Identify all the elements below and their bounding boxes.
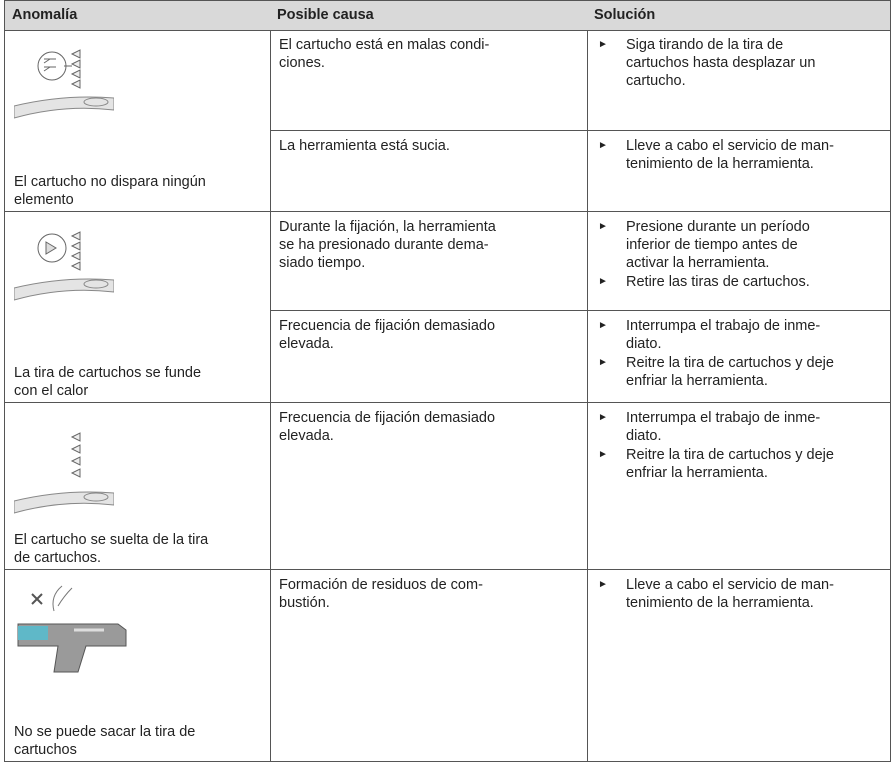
- solution-item: ► Interrumpa el trabajo de inme-diato.: [596, 409, 881, 445]
- text-line: Presione durante un período: [626, 219, 810, 235]
- solution-item: ► Lleve a cabo el servicio de man-tenimie…: [596, 576, 881, 612]
- solution-item: ► Retire las tiras de cartuchos.: [596, 273, 881, 291]
- solution-cell: ► Lleve a cabo el servicio de man-tenimie…: [587, 570, 891, 762]
- cause-cell: Formación de residuos de com-bustión.: [270, 570, 588, 762]
- solution-cell: ► Interrumpa el trabajo de inme-diato. ► Re…: [587, 311, 891, 403]
- solution-item: ► Reitre la tira de cartuchos y deje enfri…: [596, 354, 881, 390]
- text-line: Retire las tiras de cartuchos.: [626, 274, 810, 290]
- solution-item: ► Presione durante un período inferior de …: [596, 218, 881, 272]
- illustration-box: [14, 576, 261, 696]
- anomaly-cell: La tira de cartuchos se funde con el calo…: [4, 212, 271, 403]
- solution-item: ► Lleve a cabo el servicio de man-tenimie…: [596, 137, 881, 173]
- header-cell: Posible causa: [270, 0, 588, 31]
- text-line: tenimiento de la herramienta.: [626, 595, 814, 611]
- text-line: siado tiempo.: [279, 255, 366, 271]
- illustration: [14, 432, 114, 514]
- text-line: diato.: [626, 336, 662, 352]
- anomaly-cell: El cartucho se suelta de la tira de cartu…: [4, 403, 271, 570]
- text-line: bustión.: [279, 595, 330, 611]
- bullet: ►: [598, 412, 608, 423]
- text-line: No se puede sacar la tira de: [14, 724, 196, 740]
- illustration: [14, 49, 114, 119]
- text-line: inferior de tiempo antes de: [626, 237, 798, 253]
- text-line: de cartuchos.: [14, 550, 102, 566]
- text-line: diato.: [626, 428, 662, 444]
- text-line: El cartucho no dispara ningún: [14, 174, 206, 190]
- anomaly-text: No se puede sacar la tira de cartuchos: [14, 723, 261, 759]
- bullet: ►: [598, 39, 608, 50]
- text-line: Frecuencia de fijación demasiado: [279, 318, 496, 334]
- illustration: [14, 231, 114, 301]
- solution-cell: ► Siga tirando de la tira de cartuchos has…: [587, 30, 891, 131]
- solution-cell: ► Lleve a cabo el servicio de man-tenimie…: [587, 131, 891, 212]
- header-cell: Solución: [587, 0, 891, 31]
- text-line: Lleve a cabo el servicio de man-: [626, 138, 834, 154]
- solution-text: Interrumpa el trabajo de inme-diato.: [626, 317, 820, 353]
- text-line: elemento: [14, 192, 74, 208]
- solution-text: Reitre la tira de cartuchos y deje enfria…: [626, 354, 834, 390]
- anomaly-cell: El cartucho no dispara ningún elemento: [4, 30, 271, 212]
- anomaly-cell: No se puede sacar la tira de cartuchos: [4, 570, 271, 762]
- text-line: enfriar la herramienta.: [626, 465, 768, 481]
- solution-item: ► Siga tirando de la tira de cartuchos has…: [596, 36, 881, 90]
- cause-cell: La herramienta está sucia.: [270, 131, 588, 212]
- solution-text: Reitre la tira de cartuchos y deje enfria…: [626, 446, 834, 482]
- solution-item: ► Interrumpa el trabajo de inme-diato.: [596, 317, 881, 353]
- solution-cell: ► Interrumpa el trabajo de inme-diato. ► Re…: [587, 403, 891, 570]
- illustration: [17, 585, 127, 673]
- bullet: ►: [598, 320, 608, 331]
- text-line: elevada.: [279, 428, 334, 444]
- text-line: El cartucho está en malas condi-: [279, 37, 490, 53]
- text-line: elevada.: [279, 336, 334, 352]
- anomaly-text: El cartucho se suelta de la tira de cartu…: [14, 531, 261, 567]
- text-line: cartucho.: [626, 73, 686, 89]
- text-line: Interrumpa el trabajo de inme-: [626, 410, 821, 426]
- text-line: cartuchos: [14, 742, 77, 758]
- text-line: El cartucho se suelta de la tira: [14, 532, 209, 548]
- text-line: La tira de cartuchos se funde: [14, 365, 202, 381]
- solution-text: Presione durante un período inferior de t…: [626, 218, 810, 272]
- anomaly-text: El cartucho no dispara ningún elemento: [14, 173, 261, 209]
- text-line: se ha presionado durante dema-: [279, 237, 489, 253]
- illustration-box: [14, 36, 261, 131]
- bullet: ►: [598, 357, 608, 368]
- bullet: ►: [598, 579, 608, 590]
- illustration-box: [14, 409, 261, 529]
- text-line: Formación de residuos de com-: [279, 577, 483, 593]
- solution-item: ► Reitre la tira de cartuchos y deje enfri…: [596, 446, 881, 482]
- text-line: Interrumpa el trabajo de inme-: [626, 318, 821, 334]
- text-line: Reitre la tira de cartuchos y deje: [626, 355, 834, 371]
- header-cell: Anomalía: [4, 0, 271, 31]
- cause-cell: Durante la fijación, la herramienta se ha…: [270, 212, 588, 311]
- bullet: ►: [598, 449, 608, 460]
- cause-cell: Frecuencia de fijación demasiado elevada.: [270, 403, 588, 570]
- bullet: ►: [598, 140, 608, 151]
- text-line: cartuchos hasta desplazar un: [626, 55, 816, 71]
- cause-cell: Frecuencia de fijación demasiado elevada.: [270, 311, 588, 403]
- text-line: enfriar la herramienta.: [626, 373, 768, 389]
- solution-text: Lleve a cabo el servicio de man-tenimien…: [626, 576, 834, 612]
- illustration-box: [14, 218, 261, 313]
- solution-text: Lleve a cabo el servicio de man-tenimien…: [626, 137, 834, 173]
- text-line: Durante la fijación, la herramienta: [279, 219, 496, 235]
- text-line: Reitre la tira de cartuchos y deje: [626, 447, 834, 463]
- solution-cell: ► Presione durante un período inferior de …: [587, 212, 891, 311]
- text-line: Lleve a cabo el servicio de man-: [626, 577, 834, 593]
- solution-text: Siga tirando de la tira de cartuchos hast…: [626, 36, 815, 90]
- bullet: ►: [598, 221, 608, 232]
- text-line: con el calor: [14, 383, 89, 399]
- cause-cell: El cartucho está en malas condi-ciones.: [270, 30, 588, 131]
- text-line: Siga tirando de la tira de: [626, 37, 784, 53]
- anomaly-text: La tira de cartuchos se funde con el calo…: [14, 364, 261, 400]
- text-line: activar la herramienta.: [626, 255, 770, 271]
- text-line: ciones.: [279, 55, 325, 71]
- solution-text: Interrumpa el trabajo de inme-diato.: [626, 409, 820, 445]
- text-line: tenimiento de la herramienta.: [626, 156, 814, 172]
- solution-text: Retire las tiras de cartuchos.: [626, 273, 810, 291]
- text-line: La herramienta está sucia.: [279, 138, 450, 154]
- bullet: ►: [598, 276, 608, 287]
- text-line: Frecuencia de fijación demasiado: [279, 410, 496, 426]
